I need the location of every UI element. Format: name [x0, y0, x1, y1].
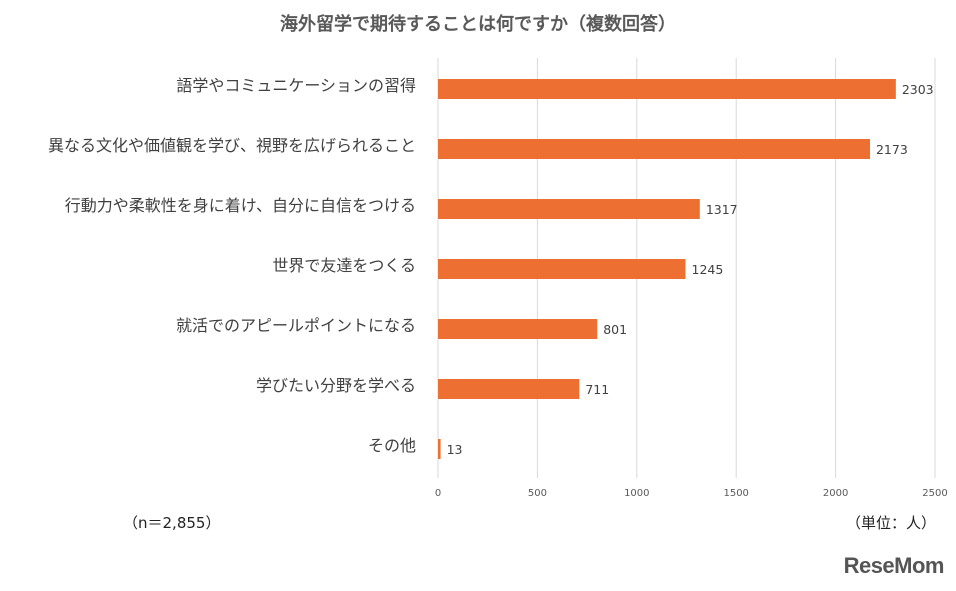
x-tick-label: 500	[528, 488, 547, 499]
value-labels: 2303 2173 1317 1245 801 711 13	[447, 82, 934, 457]
bar	[438, 439, 441, 459]
category-label: 世界で友達をつくる	[272, 256, 416, 275]
bar	[438, 319, 598, 339]
category-labels: 語学やコミュニケーションの習得異なる文化や価値観を学び、視野を広げられること行動…	[48, 76, 416, 455]
category-label: 就活でのアピールポイントになる	[176, 316, 416, 335]
x-tick-label: 0	[435, 488, 441, 499]
category-label: 語学やコミュニケーションの習得	[176, 76, 416, 95]
chart-title: 海外留学で期待することは何ですか（複数回答）	[280, 13, 676, 35]
category-label: 学びたい分野を学べる	[256, 376, 416, 395]
category-label: 行動力や柔軟性を身に着け、自分に自信をつける	[65, 196, 416, 215]
value-label: 13	[447, 442, 463, 457]
value-label: 801	[603, 322, 627, 337]
bar	[438, 79, 896, 99]
x-tick-label: 1000	[624, 488, 649, 499]
value-label: 711	[585, 382, 609, 397]
unit-note: （単位：人）	[846, 514, 937, 532]
x-tick-label: 2000	[823, 488, 848, 499]
category-label: その他	[368, 436, 416, 455]
bar	[438, 259, 686, 279]
resemom-logo: ReseMom	[843, 553, 945, 578]
bar	[438, 199, 700, 219]
x-axis-ticks: 0 500 1000 1500 2000 2500	[435, 488, 948, 499]
bars	[438, 79, 896, 459]
x-tick-label: 2500	[922, 488, 947, 499]
value-label: 2173	[876, 142, 908, 157]
bar	[438, 379, 580, 399]
value-label: 1317	[706, 202, 738, 217]
sample-size-note: （n＝2,855）	[123, 514, 221, 532]
bar	[438, 139, 870, 159]
x-tick-label: 1500	[723, 488, 748, 499]
category-label: 異なる文化や価値観を学び、視野を広げられること	[48, 136, 416, 155]
value-label: 1245	[692, 262, 724, 277]
value-label: 2303	[902, 82, 934, 97]
